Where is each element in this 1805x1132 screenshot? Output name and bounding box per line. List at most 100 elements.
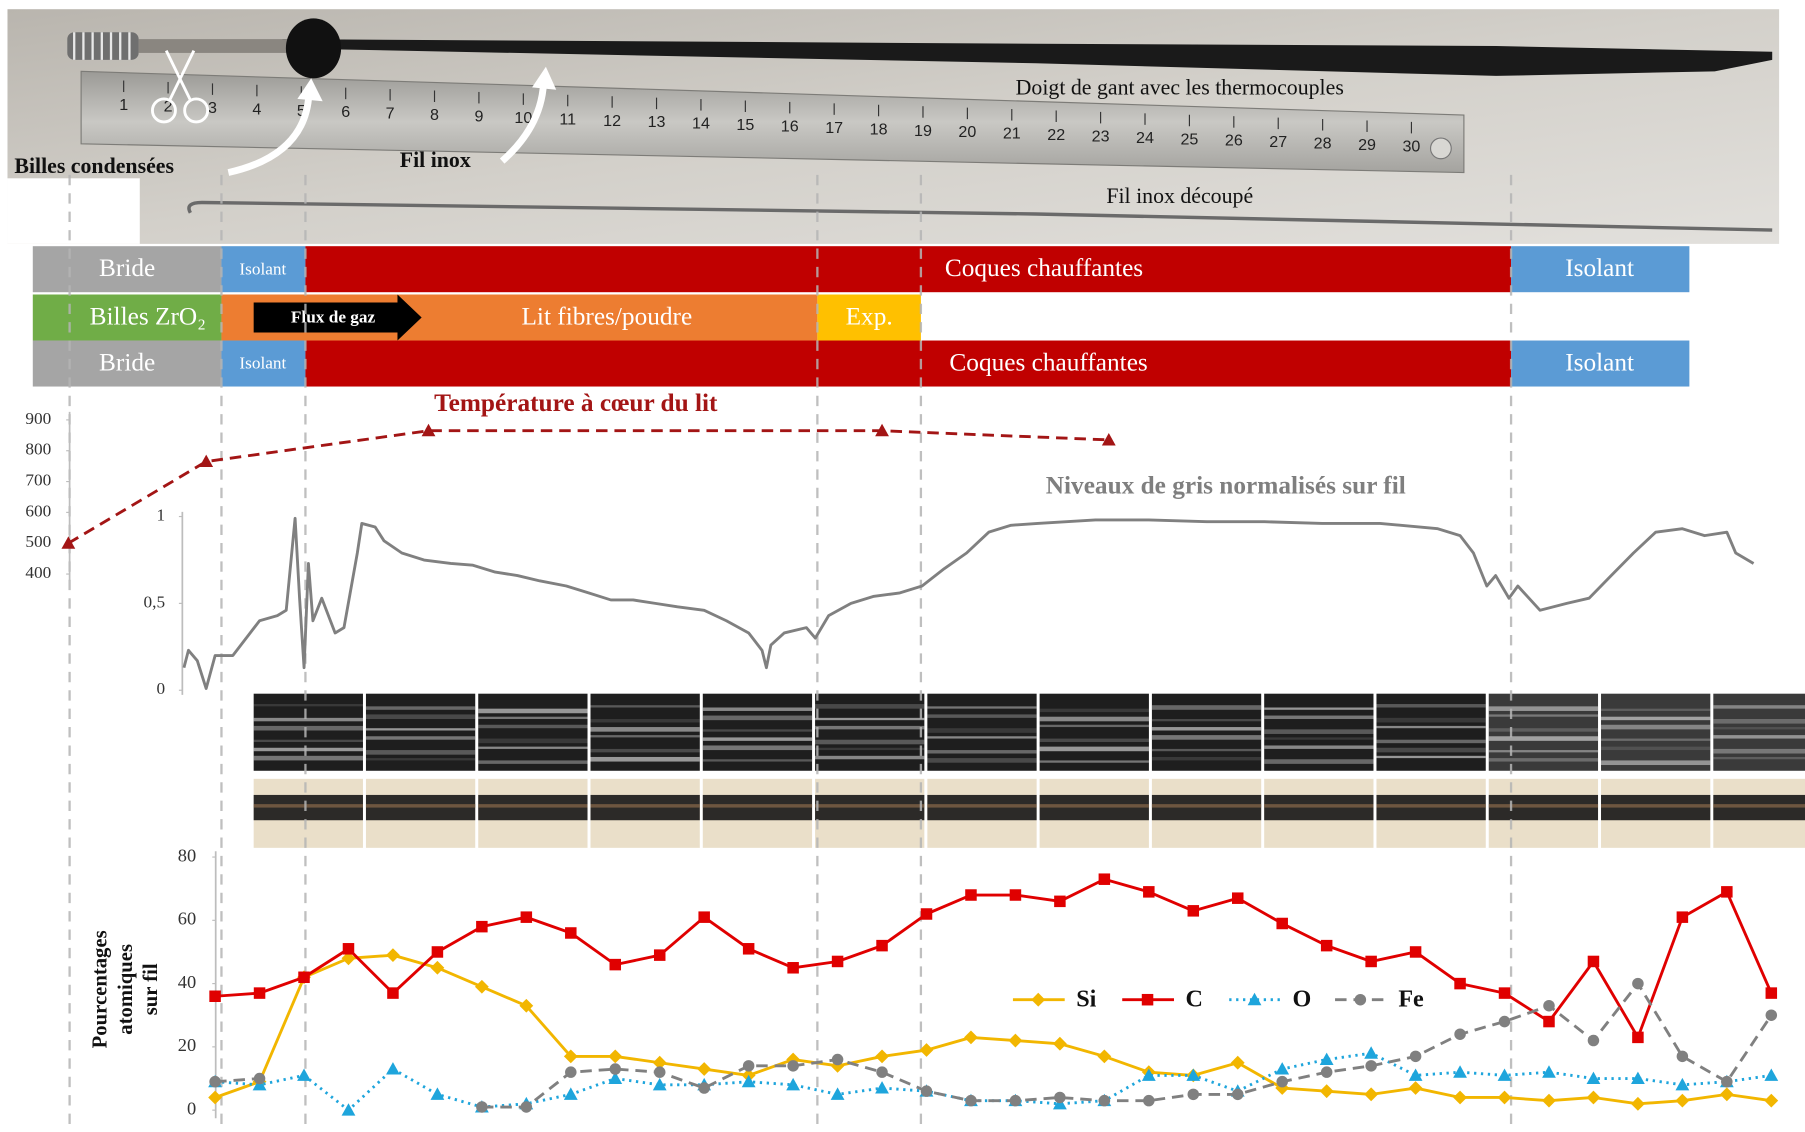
micrograph-streak bbox=[1601, 724, 1711, 730]
ruler-number: 9 bbox=[474, 107, 483, 125]
macro-wire-shine bbox=[590, 804, 700, 808]
y-tick-label: 0,5 bbox=[144, 592, 166, 611]
data-point bbox=[253, 1072, 266, 1085]
micrograph-streak bbox=[1488, 706, 1599, 711]
y-tick-label: 800 bbox=[25, 440, 51, 459]
data-point bbox=[421, 423, 436, 437]
data-point bbox=[199, 454, 214, 468]
ruler-number: 13 bbox=[648, 113, 666, 131]
y-tick-label: 400 bbox=[25, 563, 51, 582]
data-point bbox=[787, 1060, 799, 1072]
data-point bbox=[341, 1103, 356, 1116]
micrograph-streak bbox=[1151, 735, 1262, 740]
band-segment bbox=[32, 340, 222, 387]
y-tick-label: 900 bbox=[25, 409, 51, 428]
data-point bbox=[1676, 1050, 1689, 1063]
data-point bbox=[652, 1055, 667, 1070]
data-point bbox=[1632, 977, 1644, 990]
micrograph-streak bbox=[1376, 747, 1486, 753]
data-point bbox=[387, 987, 399, 999]
photo-label: Doigt de gant avec les thermocouples bbox=[1016, 76, 1344, 100]
legend-marker bbox=[1031, 992, 1046, 1007]
ruler-number: 22 bbox=[1047, 126, 1065, 144]
flow-label: Flux de gaz bbox=[291, 308, 376, 327]
data-point bbox=[1542, 1093, 1556, 1108]
flow-arrow bbox=[253, 294, 422, 341]
macro-wire-shine bbox=[1039, 804, 1149, 808]
data-point bbox=[1408, 1081, 1423, 1095]
ruler-number: 16 bbox=[781, 117, 799, 135]
ruler-number: 2 bbox=[164, 98, 173, 116]
data-point bbox=[1765, 1009, 1778, 1021]
micrograph bbox=[927, 693, 1037, 771]
arrow-head bbox=[532, 66, 557, 90]
scissors-icon bbox=[150, 49, 210, 124]
micrograph-streak bbox=[1713, 756, 1805, 760]
macro-wire-shine bbox=[478, 804, 588, 808]
data-point bbox=[1186, 1068, 1201, 1081]
micrograph-streak bbox=[927, 750, 1037, 754]
y-axis-title: atomiques bbox=[115, 944, 137, 1035]
ruler-number: 11 bbox=[559, 110, 576, 128]
data-point bbox=[787, 962, 799, 974]
band-segment bbox=[32, 294, 222, 341]
data-point bbox=[1587, 955, 1600, 968]
data-point bbox=[920, 1085, 933, 1097]
legend-marker bbox=[1354, 993, 1367, 1006]
data-point bbox=[698, 1082, 710, 1094]
ruler-number: 18 bbox=[870, 120, 888, 138]
micrograph bbox=[1039, 693, 1149, 771]
data-point bbox=[1586, 1090, 1601, 1105]
y-tick-label: 0 bbox=[156, 679, 165, 698]
micrograph-streak bbox=[1488, 736, 1599, 741]
data-point bbox=[1631, 1071, 1645, 1085]
micrograph bbox=[478, 693, 588, 771]
macro-wire-shine bbox=[1264, 804, 1374, 808]
data-point bbox=[253, 987, 266, 999]
micrograph-streak bbox=[702, 745, 813, 751]
data-point bbox=[1542, 1065, 1556, 1078]
micrograph-streak bbox=[253, 704, 363, 707]
micrograph bbox=[1713, 693, 1805, 771]
micrograph-streak bbox=[1713, 719, 1805, 724]
data-point bbox=[1319, 1084, 1334, 1099]
micrograph-streak bbox=[365, 728, 476, 731]
data-point bbox=[1097, 1049, 1112, 1064]
y-axis-title: Pourcentages bbox=[90, 930, 112, 1048]
ruler-number: 6 bbox=[341, 103, 350, 121]
legend-label: Si bbox=[1076, 985, 1096, 1012]
y-tick-label: 500 bbox=[25, 532, 51, 551]
data-point bbox=[342, 943, 355, 955]
ruler-number: 14 bbox=[692, 115, 710, 133]
data-point bbox=[431, 946, 444, 958]
micrograph-streak bbox=[1264, 737, 1374, 740]
data-point bbox=[609, 1063, 622, 1075]
data-point bbox=[1764, 1093, 1779, 1108]
micrograph-streak bbox=[1488, 728, 1599, 732]
ruler-number: 1 bbox=[119, 96, 128, 114]
micrograph-streak bbox=[1713, 705, 1805, 709]
data-point bbox=[1675, 1093, 1690, 1108]
ruler-number: 30 bbox=[1402, 137, 1420, 155]
data-line bbox=[215, 982, 1773, 1109]
micrograph-streak bbox=[1151, 705, 1262, 710]
data-point bbox=[1275, 1062, 1290, 1075]
data-line bbox=[67, 429, 1109, 545]
micrograph-streak bbox=[927, 706, 1037, 709]
micrograph-streak bbox=[1601, 760, 1711, 766]
arrow bbox=[499, 82, 548, 164]
data-point bbox=[741, 1074, 756, 1088]
data-point bbox=[476, 920, 488, 933]
micrograph-streak bbox=[478, 760, 588, 764]
macro-wire-shine bbox=[365, 804, 476, 808]
data-point bbox=[563, 1049, 578, 1064]
data-point bbox=[609, 958, 622, 971]
data-point bbox=[1675, 1077, 1690, 1091]
micrograph-streak bbox=[1601, 716, 1711, 721]
band-segment bbox=[1511, 340, 1690, 387]
data-point bbox=[1098, 873, 1111, 885]
micrograph-streak bbox=[1376, 717, 1486, 723]
data-point bbox=[876, 1066, 888, 1078]
data-point bbox=[1408, 1068, 1423, 1081]
